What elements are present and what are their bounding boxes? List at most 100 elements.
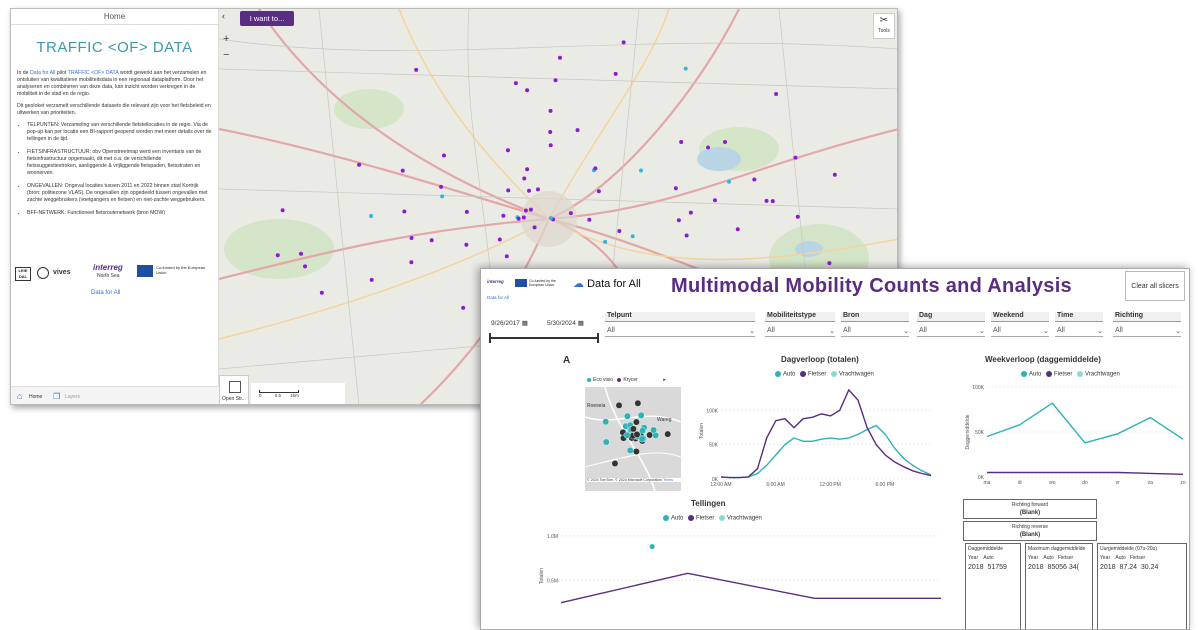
brand-label: Data for All bbox=[587, 278, 641, 290]
dagverloop-chart[interactable]: 100K 50K 0K Totalen 12:00 AM 6:00 AM 12:00 PM 6… bbox=[681, 379, 951, 497]
x-tick-label: di bbox=[1018, 480, 1022, 486]
layers-icon[interactable]: ❐ bbox=[53, 392, 61, 401]
weekverloop-chart[interactable]: 100K 50K 0K Daggemiddelde ma di wo do vr za zo bbox=[951, 379, 1190, 489]
i-want-to-button[interactable]: I want to... bbox=[240, 11, 294, 26]
slicer-value[interactable]: All ⌄ bbox=[765, 327, 835, 337]
map-marker bbox=[774, 91, 779, 96]
table-cell: 30.24 bbox=[1140, 564, 1159, 571]
slicer-richting[interactable]: Richting All ⌄ bbox=[1113, 312, 1181, 337]
brand-title: TRAFFIC <OF> DATA bbox=[36, 39, 193, 56]
legend-marker bbox=[800, 371, 807, 377]
map-marker bbox=[548, 143, 553, 148]
slicer-time[interactable]: Time All ⌄ bbox=[1055, 312, 1103, 337]
table-cell: 2018 bbox=[1028, 564, 1044, 571]
slicer-value[interactable]: All ⌄ bbox=[1113, 327, 1181, 337]
tools-label: Tools bbox=[878, 28, 890, 34]
clear-slicers-button[interactable]: Clear all slicers bbox=[1125, 271, 1185, 301]
legend-marker bbox=[1046, 371, 1053, 377]
column-header[interactable]: Fietser bbox=[1129, 555, 1146, 561]
calendar-icon[interactable]: ▦ bbox=[577, 320, 584, 327]
mini-map[interactable] bbox=[585, 387, 681, 491]
slicer-mobiliteitstype[interactable]: Mobiliteitstype All ⌄ bbox=[765, 312, 835, 337]
data-for-all-link[interactable]: Data for All bbox=[29, 70, 56, 76]
column-header[interactable]: Year bbox=[1028, 555, 1039, 561]
map-marker bbox=[832, 172, 837, 177]
table-row: 2018 87.24 30.24 bbox=[1100, 564, 1184, 571]
map-marker bbox=[516, 216, 521, 221]
chevron-right-icon[interactable]: ▸ bbox=[663, 377, 666, 383]
slicer-value-text: All bbox=[1057, 327, 1065, 334]
intro-mid: pilot bbox=[55, 70, 68, 76]
x-tick-label: vr bbox=[1116, 480, 1121, 486]
slicer-dag[interactable]: Dag All ⌄ bbox=[917, 312, 985, 337]
calendar-icon[interactable]: ▦ bbox=[521, 320, 528, 327]
map-terms-link[interactable]: Terms bbox=[663, 478, 673, 482]
slicer-value[interactable]: All ⌄ bbox=[841, 327, 909, 337]
chevron-down-icon: ⌄ bbox=[829, 328, 835, 335]
dfa-small-link[interactable]: Data for All bbox=[487, 295, 510, 300]
map-credit: © 2024 TomTom, © 2024 Microsoft Corporat… bbox=[587, 478, 681, 482]
zoom-out-icon[interactable]: − bbox=[223, 49, 230, 61]
map-marker bbox=[764, 198, 769, 203]
data-for-all-footer-link[interactable]: Data for All bbox=[91, 290, 121, 296]
map-marker bbox=[525, 167, 530, 172]
column-header[interactable]: Auto bbox=[1115, 555, 1126, 561]
map-marker bbox=[303, 264, 308, 269]
column-header[interactable]: Fietser bbox=[1057, 555, 1074, 561]
column-header[interactable]: Auto bbox=[1043, 555, 1054, 561]
daggemiddelde-table: Daggemiddelde Year Auto 2018 51759 bbox=[965, 543, 1021, 629]
map-marker bbox=[439, 184, 444, 189]
map-marker bbox=[706, 145, 711, 150]
home-tab[interactable]: Home bbox=[11, 9, 218, 25]
legend-label: Auto bbox=[671, 515, 684, 522]
map-marker bbox=[532, 225, 537, 230]
slicer-telpunt[interactable]: Telpunt All ⌄ bbox=[605, 312, 755, 337]
home-icon[interactable]: ⌂ bbox=[17, 391, 23, 401]
slicer-value[interactable]: All ⌄ bbox=[991, 327, 1049, 337]
map-marker bbox=[613, 71, 618, 76]
legend-label: Fietser bbox=[696, 515, 715, 522]
slicer-weekend[interactable]: Weekend All ⌄ bbox=[991, 312, 1049, 337]
eu-flag-icon bbox=[137, 265, 153, 277]
chevron-down-icon: ⌄ bbox=[1175, 328, 1181, 335]
date-range-slider[interactable] bbox=[491, 337, 599, 339]
y-axis-label: Totalen bbox=[539, 568, 545, 584]
legend-marker bbox=[617, 377, 622, 382]
slicer-value[interactable]: All ⌄ bbox=[917, 327, 985, 337]
slicer-value[interactable]: All ⌄ bbox=[605, 327, 755, 337]
date-to[interactable]: 5/30/2024 ▦ bbox=[547, 319, 584, 327]
map-marker bbox=[587, 217, 592, 222]
legend-marker bbox=[831, 371, 838, 377]
slider-handle-end[interactable] bbox=[597, 333, 599, 343]
map-marker bbox=[464, 242, 469, 247]
zoom-in-icon[interactable]: + bbox=[223, 33, 230, 45]
slicer-bron[interactable]: Bron All ⌄ bbox=[841, 312, 909, 337]
map-marker bbox=[596, 189, 601, 194]
tools-button[interactable]: ✂ Tools bbox=[873, 13, 895, 39]
footer-home[interactable]: Home bbox=[29, 394, 43, 400]
collapse-icon[interactable]: ‹ bbox=[222, 11, 225, 21]
traffic-link[interactable]: TRAFFIC <OF> DATA bbox=[67, 70, 119, 76]
slicer-value-text: All bbox=[607, 327, 615, 334]
list-item: BFF-NETWERK: Functioneel fietsroutenetwe… bbox=[27, 210, 212, 217]
footer-layers[interactable]: Layers bbox=[65, 394, 81, 400]
tellingen-title: Tellingen bbox=[691, 499, 726, 508]
x-tick-label: 6:00 PM bbox=[875, 482, 894, 488]
map-marker bbox=[461, 305, 466, 310]
dashboard-window: interreg Co-funded by the European Union… bbox=[480, 268, 1190, 630]
column-header[interactable]: Year bbox=[1100, 555, 1111, 561]
map-marker bbox=[280, 208, 285, 213]
chevron-down-icon: ⌄ bbox=[1097, 328, 1103, 335]
slicer-value[interactable]: All ⌄ bbox=[1055, 327, 1103, 337]
scale-line bbox=[259, 390, 299, 393]
basemap-button[interactable]: Open Str... bbox=[219, 375, 249, 404]
table-header: Year Auto Fietser bbox=[1028, 555, 1090, 561]
map-marker bbox=[548, 129, 553, 134]
slider-handle-start[interactable] bbox=[489, 333, 491, 343]
cloud-icon: ☁ bbox=[573, 278, 584, 290]
column-header[interactable]: Auto bbox=[983, 555, 994, 561]
list-item: FIETSINFRASTRUCTUUR: obv Openstreetmap w… bbox=[27, 149, 212, 177]
date-from[interactable]: 9/26/2017 ▦ bbox=[491, 319, 528, 327]
column-header[interactable]: Year bbox=[968, 555, 979, 561]
